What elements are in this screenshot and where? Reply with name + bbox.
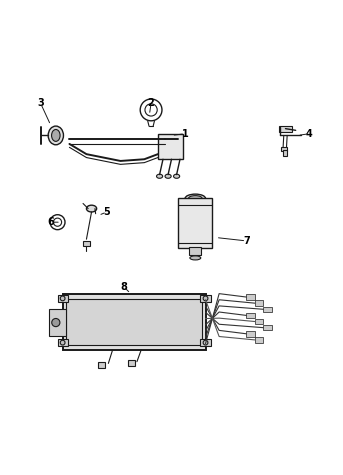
Circle shape [60,296,65,301]
Ellipse shape [165,174,171,178]
Text: 5: 5 [104,207,110,217]
Ellipse shape [174,174,180,178]
Bar [279,126,292,132]
Bar [83,241,90,246]
Bar [246,294,255,300]
Bar [63,294,205,350]
Bar [246,313,255,318]
Bar [200,294,211,302]
Circle shape [60,340,65,345]
Ellipse shape [189,196,202,201]
Ellipse shape [190,256,201,260]
Bar [255,319,263,324]
Text: 3: 3 [37,98,44,108]
Ellipse shape [185,194,205,203]
Bar [281,147,287,151]
Bar [98,362,105,369]
Bar [58,294,68,302]
Bar [189,247,201,255]
Bar [246,331,255,336]
Circle shape [203,296,208,301]
Bar [158,134,184,159]
Ellipse shape [156,174,163,178]
Bar [255,301,263,306]
Text: 7: 7 [243,236,250,246]
Ellipse shape [48,126,63,145]
Bar [66,299,202,345]
Text: 4: 4 [306,129,313,139]
Bar [58,339,68,346]
Bar [263,325,272,331]
Ellipse shape [51,130,60,142]
Ellipse shape [86,205,97,212]
Text: 8: 8 [120,282,127,292]
Bar [200,339,211,346]
Circle shape [203,340,208,345]
Text: 6: 6 [47,217,54,227]
Text: 2: 2 [148,98,154,108]
Bar [49,309,66,336]
Bar [283,151,287,156]
Bar [128,360,135,366]
Bar [178,199,212,247]
Bar [255,337,263,342]
Circle shape [52,318,60,327]
Bar [263,306,272,312]
Text: 1: 1 [182,129,189,139]
